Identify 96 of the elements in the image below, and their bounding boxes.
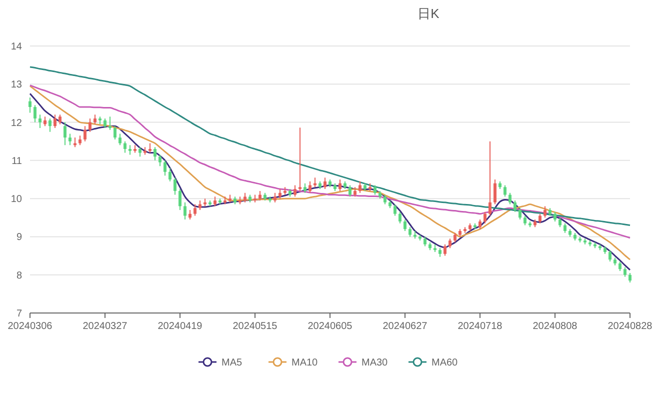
candlestick [138, 146, 142, 158]
x-tick-label: 20240327 [82, 321, 128, 332]
candlestick [108, 116, 112, 130]
x-tick-label: 20240419 [158, 321, 203, 332]
candlestick [354, 186, 356, 198]
candlestick [118, 133, 122, 146]
candlestick [278, 188, 282, 200]
candlestick [628, 272, 632, 283]
candlestick [184, 202, 186, 220]
candlestick [54, 114, 56, 129]
legend-label: MA30 [362, 358, 388, 368]
candlestick [58, 114, 62, 125]
candlestick [394, 204, 396, 216]
candlestick [214, 196, 216, 207]
candlestick [124, 140, 126, 154]
legend-label: MA10 [292, 358, 318, 368]
candlestick [244, 192, 246, 203]
candlestick [444, 244, 446, 256]
candlestick [404, 219, 406, 232]
y-tick-label: 13 [10, 80, 22, 91]
y-tick-label: 10 [10, 194, 22, 206]
candlestick [504, 184, 506, 198]
candlestick [454, 232, 456, 243]
candlestick [68, 133, 72, 146]
candlestick [398, 211, 402, 224]
line-series [29, 66, 631, 226]
candlestick [408, 226, 412, 238]
y-tick-label: 7 [16, 308, 22, 320]
candlestick [258, 190, 262, 201]
candlestick [104, 118, 106, 129]
candlestick [298, 127, 302, 192]
candlestick [38, 114, 42, 129]
legend-label: MA5 [222, 358, 242, 368]
candlestick [538, 213, 542, 224]
candlestick [158, 154, 162, 167]
candlestick [168, 168, 172, 182]
candlestick [478, 219, 482, 230]
candlestick [624, 266, 626, 278]
y-tick-label: 9 [16, 232, 22, 244]
x-tick-label: 20240627 [382, 321, 428, 332]
candlestick [514, 200, 516, 212]
candlestick [34, 104, 36, 123]
candlestick [524, 215, 526, 226]
candlestick [374, 184, 376, 196]
y-tick-label: 14 [10, 42, 22, 52]
candlestick [114, 126, 116, 140]
x-tick-label: 20240605 [308, 321, 353, 332]
candlestick [484, 211, 486, 224]
candlestick [94, 114, 96, 125]
candlestick [194, 204, 196, 216]
candlestick [148, 142, 152, 154]
candlestick [338, 179, 342, 192]
candlestick [198, 200, 202, 211]
candlestick [424, 236, 426, 247]
y-tick-label: 8 [16, 270, 22, 282]
candlestick [558, 217, 562, 228]
candlestick [508, 192, 512, 205]
candlestick [384, 194, 386, 205]
candlestick [304, 182, 306, 194]
x-tick-label: 20240306 [8, 321, 53, 332]
legend-label: MA60 [432, 358, 458, 368]
candlestick [494, 179, 496, 205]
chart-title: 日K [418, 6, 440, 21]
candlestick [88, 118, 92, 132]
candlestick [188, 210, 192, 220]
candlestick [84, 126, 86, 142]
candlestick [348, 184, 352, 198]
candlestick [618, 261, 622, 272]
candlestick [554, 211, 556, 222]
candlestick [564, 222, 566, 234]
y-tick-label: 11 [12, 156, 22, 167]
candlestick [274, 192, 276, 203]
candlestick [174, 177, 176, 196]
candlestick [308, 180, 312, 194]
x-tick-label: 20240515 [232, 321, 278, 332]
candlestick [324, 177, 326, 190]
y-tick-label: 12 [10, 118, 22, 129]
candlestick [294, 184, 296, 198]
candlestick [44, 116, 46, 127]
candlestick [28, 96, 32, 114]
candlestick [488, 140, 492, 216]
candlestick [164, 160, 166, 176]
candlestick [154, 146, 156, 161]
candlestick [608, 250, 612, 262]
candlestick [64, 122, 66, 146]
candlestick [128, 144, 132, 156]
candlestick [358, 180, 362, 194]
candlestick [48, 118, 52, 132]
candlestick [544, 206, 546, 218]
candlestick [448, 238, 452, 249]
candlestick [178, 188, 182, 211]
x-tick-label: 20240718 [458, 321, 503, 332]
x-tick-label: 20240828 [608, 321, 653, 332]
candlestick [78, 135, 82, 146]
candlestick [518, 208, 522, 220]
x-tick-label: 20240808 [532, 321, 578, 332]
